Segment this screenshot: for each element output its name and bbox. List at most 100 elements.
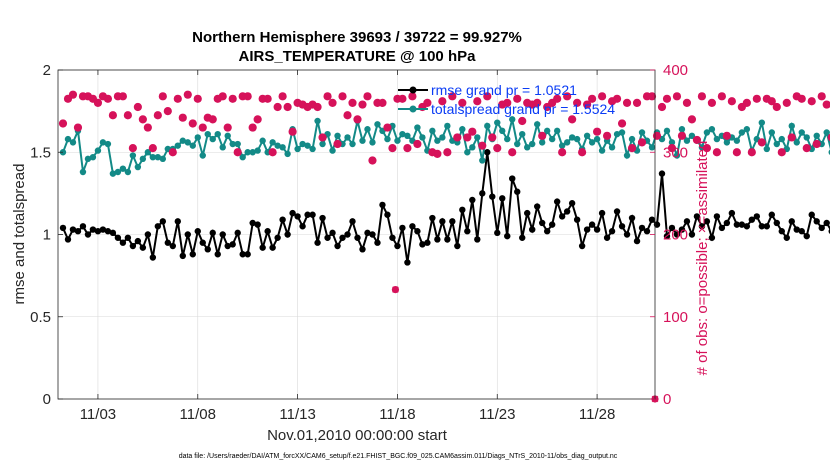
series-point-0	[733, 221, 741, 228]
series-point-0	[94, 228, 102, 235]
series-point-0	[618, 223, 626, 230]
series-point-0	[578, 242, 586, 250]
series-point-1	[763, 145, 771, 153]
series-point-0	[224, 242, 231, 250]
series-point-0	[464, 228, 471, 235]
series-point-1	[404, 132, 411, 139]
obs-assimilated-marker	[424, 99, 431, 107]
series-point-0	[329, 229, 336, 237]
series-point-0	[783, 234, 790, 241]
y-tick-label-left: 0.5	[30, 309, 51, 326]
series-point-1	[159, 155, 167, 163]
obs-assimilated-marker	[803, 144, 811, 152]
series-point-0	[289, 209, 296, 217]
series-point-0	[74, 228, 82, 235]
series-point-0	[269, 244, 276, 251]
series-point-0	[444, 236, 451, 243]
series-point-0	[494, 229, 501, 237]
obs-assimilated-marker	[663, 95, 671, 103]
obs-assimilated-marker	[474, 97, 481, 105]
obs-assimilated-marker	[613, 95, 621, 103]
series-point-1	[638, 129, 646, 136]
series-point-1	[778, 135, 785, 143]
x-axis-label: Nov.01,2010 00:00:00 start	[267, 427, 448, 444]
series-point-1	[194, 134, 201, 141]
obs-assimilated-marker	[813, 140, 821, 148]
series-point-1	[359, 137, 366, 144]
series-point-0	[119, 239, 127, 246]
series-point-0	[529, 226, 536, 233]
obs-assimilated-marker	[259, 95, 266, 103]
obs-assimilated-marker	[788, 134, 796, 141]
series-point-1	[499, 127, 506, 135]
footer-data-file: data file: /Users/raeder/DAI/ATM_forcXX/…	[179, 453, 618, 460]
series-point-1	[673, 152, 681, 159]
y-tick-label-left: 2	[43, 62, 51, 79]
series-point-0	[803, 232, 810, 240]
series-point-1	[319, 140, 326, 148]
obs-assimilated-marker	[394, 95, 401, 103]
obs-assimilated-marker	[339, 93, 346, 100]
series-point-0	[818, 224, 825, 232]
series-point-0	[339, 234, 346, 241]
series-point-1	[623, 152, 631, 159]
legend-label-totalspread: totalspread grand pr = 1.5524	[431, 101, 615, 117]
series-point-0	[114, 234, 122, 241]
series-point-0	[718, 224, 726, 232]
series-point-0	[593, 226, 601, 233]
series-point-1	[583, 132, 591, 139]
series-point-1	[199, 152, 206, 159]
obs-assimilated-marker	[778, 148, 786, 156]
series-point-0	[524, 209, 531, 217]
x-tick-label: 11/03	[80, 406, 116, 423]
series-point-0	[713, 213, 721, 220]
obs-assimilated-marker	[783, 99, 791, 107]
series-point-1	[184, 139, 191, 146]
series-point-0	[683, 218, 691, 225]
series-point-0	[568, 200, 576, 207]
obs-assimilated-marker	[638, 139, 646, 146]
obs-assimilated-marker	[698, 93, 706, 100]
series-point-0	[793, 226, 800, 233]
series-point-0	[204, 246, 211, 253]
series-point-0	[179, 252, 186, 260]
series-point-0	[743, 223, 751, 230]
obs-assimilated-marker	[588, 95, 596, 103]
series-point-1	[558, 142, 566, 149]
obs-assimilated-marker	[359, 101, 366, 108]
series-point-1	[99, 139, 107, 146]
obs-assimilated-marker	[314, 103, 321, 111]
obs-assimilated-marker	[59, 120, 67, 127]
series-point-1	[494, 119, 501, 126]
series-point-1	[134, 163, 142, 171]
series-0	[59, 149, 830, 266]
series-point-0	[409, 223, 416, 230]
obs-assimilated-marker	[169, 148, 177, 156]
series-point-1	[484, 122, 491, 130]
series-point-0	[693, 213, 701, 220]
x-tick-label: 11/13	[279, 406, 315, 423]
series-point-1	[663, 127, 671, 135]
obs-assimilated-marker	[478, 142, 486, 149]
obs-assimilated-marker	[743, 99, 751, 107]
series-point-1	[214, 130, 221, 138]
series-point-0	[628, 214, 636, 222]
series-point-0	[104, 228, 112, 235]
obs-assimilated-marker	[523, 99, 531, 107]
series-point-0	[558, 213, 566, 220]
series-point-1	[708, 126, 716, 133]
series-point-0	[723, 219, 731, 227]
series-point-1	[279, 144, 286, 151]
series-point-1	[154, 153, 162, 161]
obs-assimilated-marker	[109, 111, 117, 119]
legend-label-rmse: rmse grand pr = 1.0521	[431, 82, 577, 98]
obs-assimilated-marker	[399, 95, 406, 103]
obs-assimilated-marker	[818, 93, 826, 100]
axes: 11/03 11/08 11/13 11/18 11/23 11/2800.511.520…	[30, 62, 688, 423]
series-point-0	[219, 231, 226, 238]
obs-assimilated-marker	[508, 148, 516, 156]
series-point-1	[139, 155, 147, 163]
series-point-0	[608, 228, 616, 235]
obs-assimilated-marker	[414, 140, 421, 148]
obs-assimilated-marker	[189, 120, 197, 127]
